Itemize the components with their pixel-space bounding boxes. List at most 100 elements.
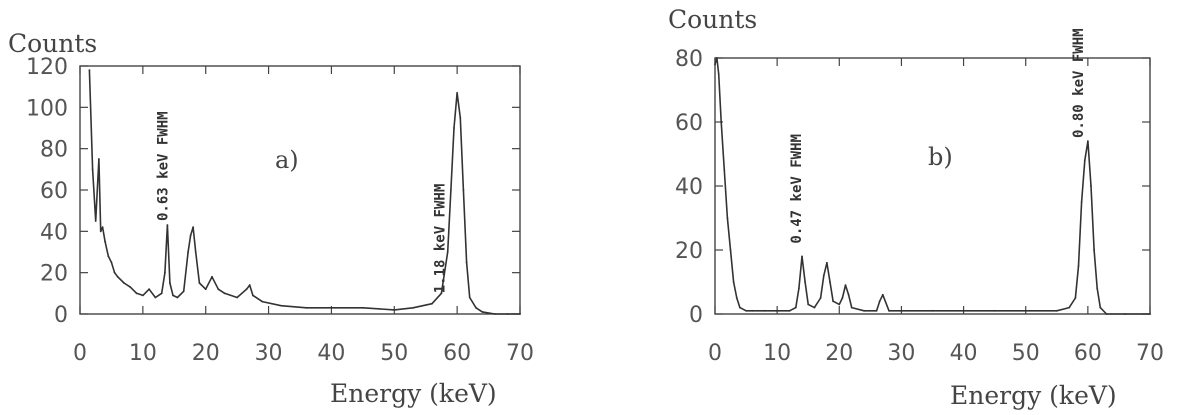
x-tick-label: 40 xyxy=(317,341,345,366)
data-point xyxy=(440,292,443,295)
data-point xyxy=(176,296,179,299)
data-point xyxy=(148,288,151,291)
data-point xyxy=(863,309,866,312)
data-point xyxy=(182,290,185,293)
data-point xyxy=(723,169,726,171)
y-tick-label: 60 xyxy=(40,179,68,204)
data-point xyxy=(878,300,881,303)
data-point xyxy=(807,303,810,306)
data-point xyxy=(850,306,853,309)
data-point xyxy=(1077,265,1080,267)
y-tick-label: 20 xyxy=(40,262,68,287)
data-point xyxy=(261,300,264,303)
data-point xyxy=(204,288,207,291)
data-point xyxy=(446,251,449,253)
data-point xyxy=(99,230,102,233)
x-tick-label: 30 xyxy=(255,341,283,366)
y-tick-label: 60 xyxy=(675,111,703,136)
x-tick-label: 60 xyxy=(1074,341,1102,366)
y-tick-label: 40 xyxy=(675,175,703,200)
data-point xyxy=(745,309,747,312)
x-tick-label: 50 xyxy=(380,341,408,366)
data-point xyxy=(248,284,251,286)
data-point xyxy=(804,281,807,283)
fwhm-annotation: 1.18 keV FWHM xyxy=(433,184,449,294)
data-point xyxy=(116,275,119,278)
data-point xyxy=(844,284,847,287)
panel-label: a) xyxy=(275,146,299,174)
y-tick-label: 120 xyxy=(26,55,68,80)
data-point xyxy=(217,288,220,291)
panel-label: b) xyxy=(928,143,953,171)
data-point xyxy=(838,303,841,306)
data-point xyxy=(847,293,850,296)
data-point xyxy=(198,282,201,284)
data-point xyxy=(794,306,797,309)
data-point xyxy=(900,309,903,312)
data-point xyxy=(832,300,834,303)
data-point xyxy=(104,240,107,243)
data-point xyxy=(1068,306,1071,309)
x-tick-label: 0 xyxy=(708,341,722,366)
data-point xyxy=(251,294,254,297)
data-point xyxy=(993,309,996,312)
data-point xyxy=(1124,313,1127,315)
data-point xyxy=(97,158,100,160)
data-point xyxy=(1105,313,1108,315)
data-point xyxy=(738,306,741,309)
spectrum-line xyxy=(88,70,520,315)
data-point xyxy=(453,127,455,129)
data-point xyxy=(305,306,308,309)
data-point xyxy=(875,309,878,312)
data-point xyxy=(236,296,239,299)
x-tick-label: 20 xyxy=(192,341,220,366)
x-axis-label: Energy (keV) xyxy=(330,379,497,408)
data-point xyxy=(715,57,718,59)
data-point xyxy=(720,121,723,123)
data-point xyxy=(187,251,190,253)
data-point xyxy=(822,274,825,277)
x-tick-label: 70 xyxy=(506,341,534,366)
y-tick-label: 20 xyxy=(675,239,703,264)
data-point xyxy=(735,297,738,299)
data-point xyxy=(211,275,213,278)
data-point xyxy=(1086,140,1089,143)
data-point xyxy=(714,63,716,66)
data-point xyxy=(1055,309,1058,312)
data-point xyxy=(829,281,831,283)
data-point xyxy=(1099,306,1102,309)
data-point xyxy=(1090,185,1092,187)
y-tick-label: 40 xyxy=(40,220,68,245)
data-point xyxy=(361,306,364,309)
data-point xyxy=(1024,309,1027,312)
data-point xyxy=(813,306,816,309)
data-point xyxy=(141,294,144,297)
data-point xyxy=(1149,313,1151,315)
data-point xyxy=(101,226,104,229)
data-point xyxy=(1083,159,1086,162)
x-tick-label: 20 xyxy=(825,341,853,366)
data-point xyxy=(160,292,163,295)
y-tick-label: 0 xyxy=(54,303,68,328)
data-point xyxy=(493,313,496,315)
data-point xyxy=(825,261,828,264)
x-tick-label: 70 xyxy=(1136,341,1164,366)
data-point xyxy=(110,261,113,264)
data-point xyxy=(172,294,174,297)
fwhm-annotation: 0.80 keV FWHM xyxy=(1071,28,1087,138)
x-tick-label: 30 xyxy=(887,341,915,366)
data-point xyxy=(481,311,484,313)
data-point xyxy=(465,261,468,264)
x-tick-label: 40 xyxy=(950,341,978,366)
data-point xyxy=(456,91,459,94)
data-point xyxy=(776,309,779,312)
y-tick-label: 80 xyxy=(40,138,68,163)
data-point xyxy=(135,292,138,295)
data-point xyxy=(732,281,735,283)
data-point xyxy=(223,292,226,295)
data-point xyxy=(168,282,171,284)
data-point xyxy=(431,302,433,305)
y-tick-label: 100 xyxy=(26,96,68,121)
data-point xyxy=(154,296,157,299)
y-tick-label: 0 xyxy=(689,303,703,328)
